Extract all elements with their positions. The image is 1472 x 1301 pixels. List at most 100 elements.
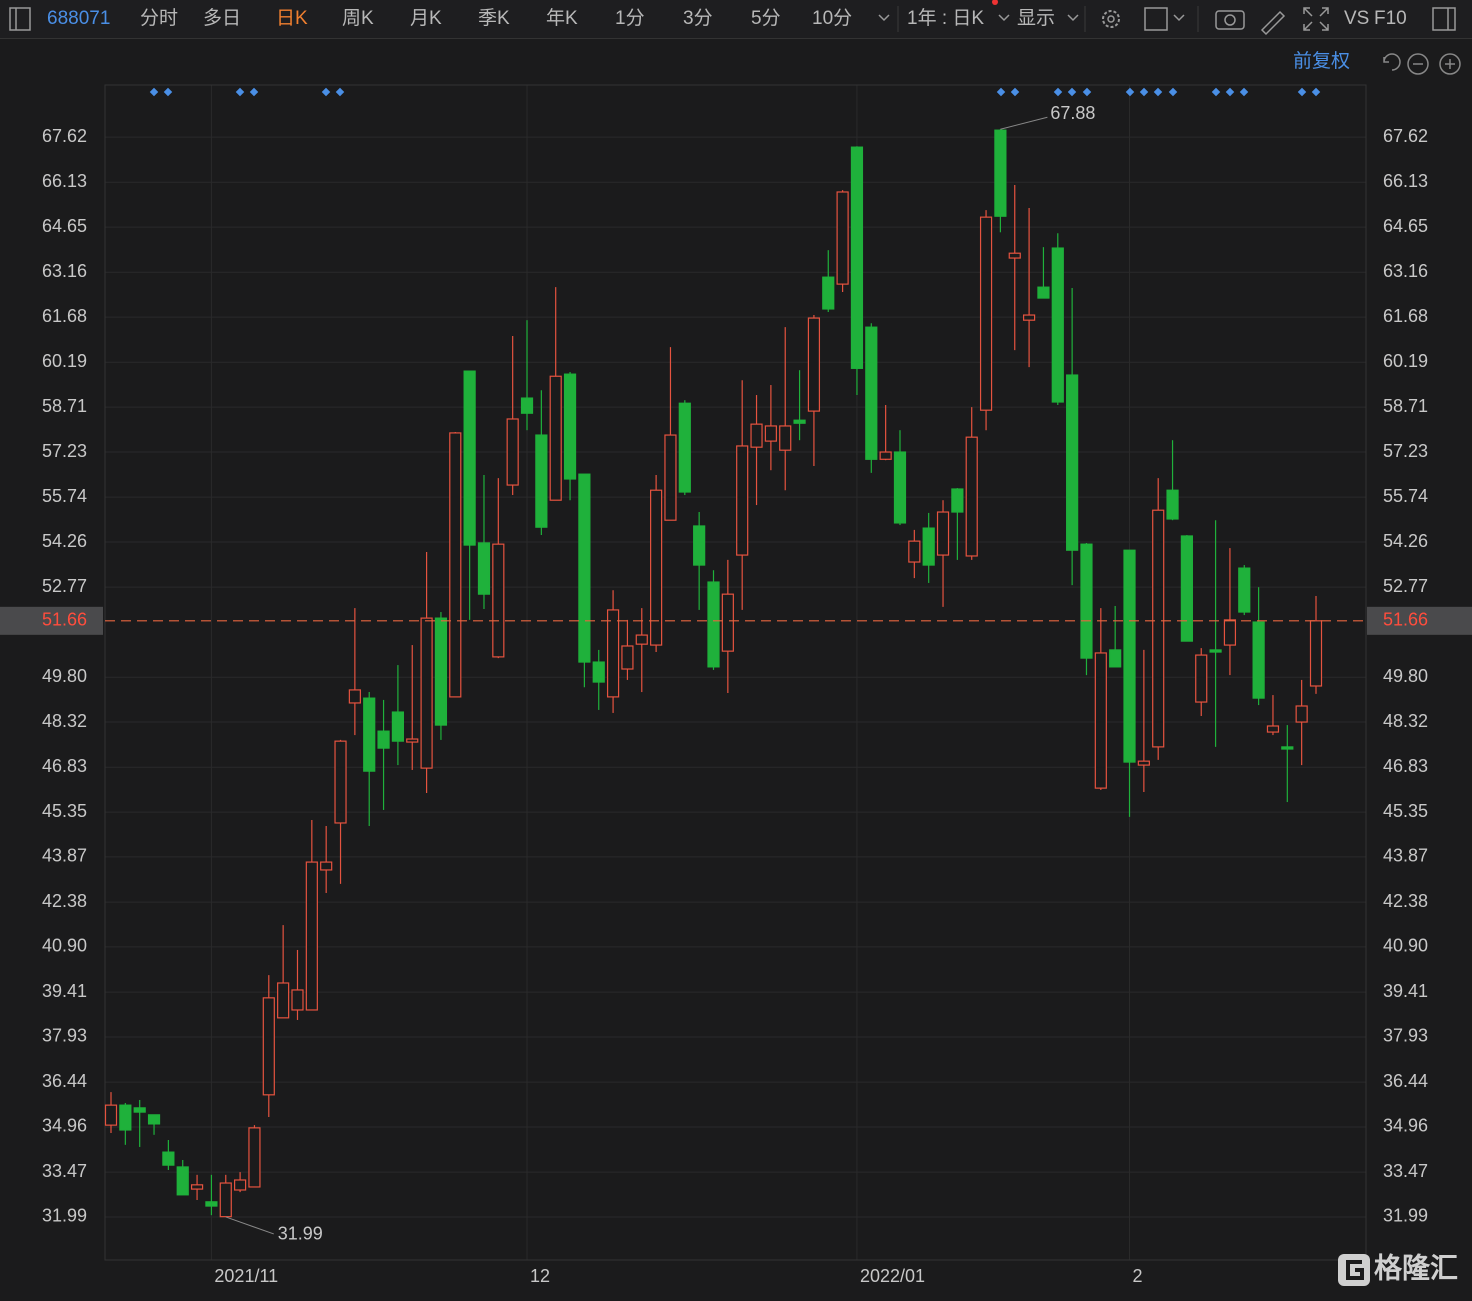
candle-body (1080, 543, 1093, 659)
candle-body (793, 419, 806, 424)
candle-body (104, 1104, 118, 1126)
f10-button[interactable]: F10 (1374, 8, 1407, 29)
y2-tick-label: 49.80 (1383, 666, 1428, 686)
event-marker[interactable] (163, 87, 173, 97)
candle-body (635, 634, 648, 645)
candle-body (1066, 374, 1079, 551)
y-tick-label: 45.35 (42, 801, 87, 821)
y2-tick-label: 57.23 (1383, 441, 1428, 461)
period-tab[interactable]: 周K (342, 8, 374, 29)
candle-body (1152, 509, 1165, 748)
candle-body (664, 434, 677, 521)
candle-body (951, 488, 964, 513)
event-marker[interactable] (249, 87, 259, 97)
candle-body (865, 326, 878, 460)
candle-body (348, 689, 361, 704)
candle-body (578, 473, 591, 663)
y2-tick-label: 64.65 (1383, 216, 1428, 236)
event-marker[interactable] (335, 87, 345, 97)
period-tab[interactable]: 季K (478, 7, 510, 29)
y-tick-label: 37.93 (42, 1026, 87, 1046)
range-selector[interactable]: 1年 : 日K (907, 7, 984, 29)
y-tick-label: 39.41 (42, 981, 87, 1001)
period-tab[interactable]: 多日 (203, 7, 241, 29)
candle-body (205, 1201, 218, 1207)
period-tab[interactable]: 1分 (615, 7, 645, 29)
candle-body (764, 425, 777, 442)
candle-body (190, 1184, 204, 1190)
y-tick-label: 46.83 (42, 756, 87, 776)
event-marker[interactable] (149, 87, 159, 97)
fullscreen-icon[interactable] (1303, 7, 1329, 31)
period-tab[interactable]: 分时 (140, 7, 178, 29)
event-marker[interactable] (321, 87, 331, 97)
candle-body (391, 711, 405, 742)
candle-body (1266, 725, 1280, 733)
undo-icon[interactable] (1383, 53, 1401, 71)
candle-body (707, 581, 720, 668)
y2-tick-label: 39.41 (1383, 981, 1428, 1001)
period-tab[interactable]: 3分 (683, 7, 713, 29)
event-marker[interactable] (235, 87, 245, 97)
y2-tick-label: 34.96 (1383, 1116, 1428, 1136)
pen-icon[interactable] (1260, 10, 1286, 36)
max-pointer (1000, 116, 1048, 130)
y2-tick-label: 58.71 (1383, 396, 1428, 416)
y-tick-label: 40.90 (42, 936, 87, 956)
stock-code[interactable]: 688071 (47, 8, 110, 29)
candle-body (248, 1127, 261, 1188)
candle-body (736, 445, 749, 556)
settings-icon[interactable] (1102, 10, 1120, 28)
more-periods[interactable] (878, 14, 890, 22)
y-tick-label: 36.44 (42, 1071, 87, 1091)
period-tab[interactable]: 5分 (751, 7, 781, 29)
candle-body (377, 730, 390, 749)
compare-button[interactable]: VS (1344, 8, 1369, 29)
candle-body (836, 191, 849, 285)
candle-body (750, 423, 763, 448)
y-tick-label: 34.96 (42, 1116, 87, 1136)
candle-body (908, 540, 921, 563)
y-tick-label: 57.23 (42, 441, 87, 461)
y2-tick-label: 60.19 (1383, 351, 1428, 371)
panel-toggle[interactable] (1432, 7, 1456, 31)
zoom-out-icon[interactable] (1407, 53, 1429, 75)
candle-body (621, 645, 634, 670)
candle-body (922, 527, 935, 566)
candle-body (1281, 746, 1294, 750)
period-tab[interactable]: 年K (546, 7, 578, 29)
candle-body (606, 609, 620, 698)
candle-body (678, 402, 691, 493)
shape-chevron (1173, 14, 1185, 22)
adjust-mode[interactable]: 前复权 (1293, 50, 1350, 72)
y2-tick-label: 37.93 (1383, 1026, 1428, 1046)
candle-body (305, 861, 318, 1011)
x-tick-label: 2022/01 (860, 1266, 925, 1286)
display-menu[interactable]: 显示 (1017, 8, 1055, 29)
draw-shape-icon[interactable] (1144, 7, 1168, 31)
candle-body (1051, 247, 1064, 403)
range-chevron (998, 14, 1010, 22)
y-tick-label: 67.62 (42, 126, 87, 146)
y2-tick-label: 54.26 (1383, 531, 1428, 551)
y-tick-label: 52.77 (42, 576, 87, 596)
candle-body (406, 738, 419, 743)
candle-body (549, 375, 562, 501)
candle-body (721, 593, 734, 652)
candle-body (1008, 252, 1021, 259)
candle-body (979, 216, 993, 411)
candle-body (449, 432, 462, 698)
zoom-in-plus (1445, 59, 1455, 69)
last-price-box (1367, 606, 1472, 635)
camera-icon[interactable] (1215, 10, 1245, 30)
sidebar-toggle[interactable] (9, 7, 31, 31)
zoom-in-icon[interactable] (1439, 53, 1461, 75)
period-tab[interactable]: 日K (276, 8, 308, 29)
candle-body (1180, 535, 1193, 642)
y-tick-label: 66.13 (42, 171, 87, 191)
period-tab[interactable]: 月K (410, 8, 442, 29)
y-tick-label: 55.74 (42, 486, 87, 506)
candle-body (363, 697, 376, 772)
period-tab[interactable]: 10分 (812, 7, 852, 29)
